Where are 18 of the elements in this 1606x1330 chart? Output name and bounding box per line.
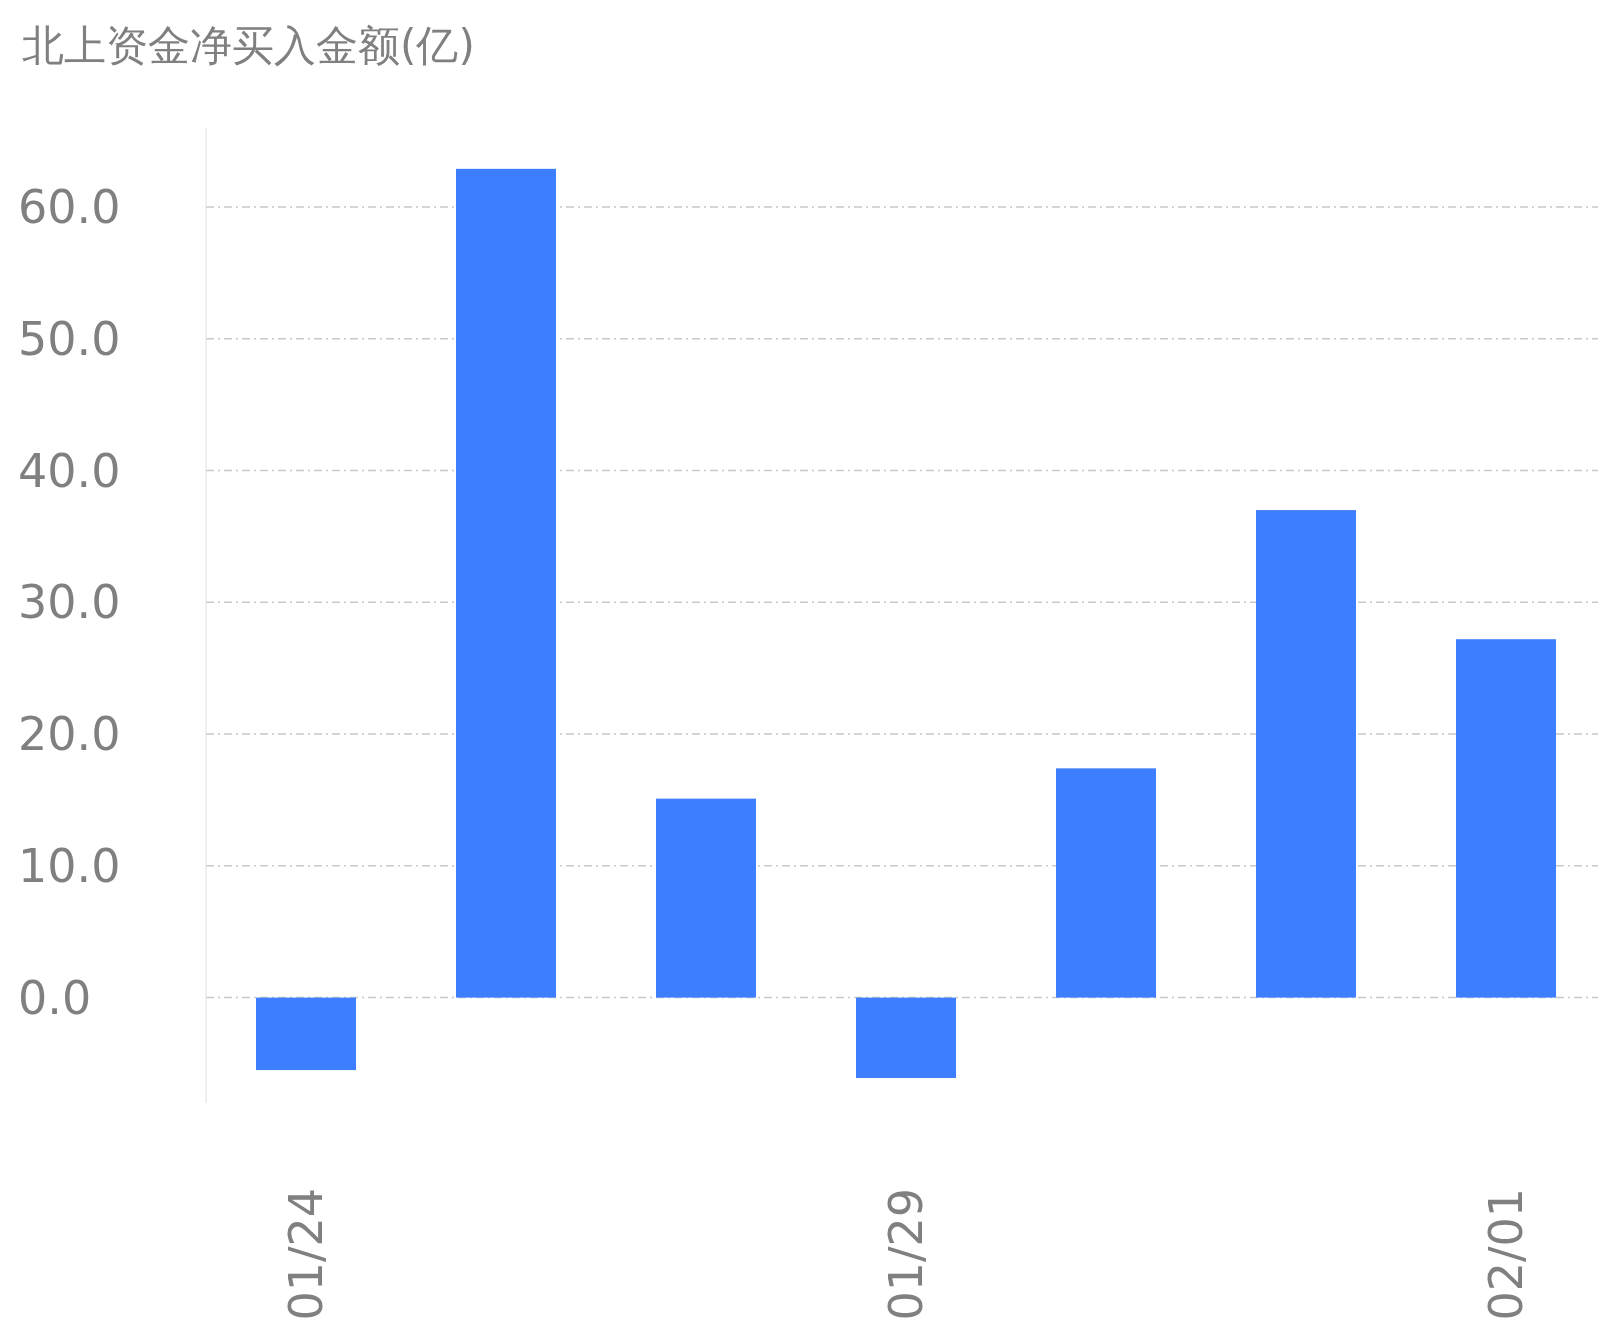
y-tick-label: 60.0	[18, 180, 121, 235]
bar	[1256, 510, 1356, 998]
chart-title: 北上资金净买入金额(亿)	[22, 21, 475, 70]
bar	[1456, 639, 1556, 998]
y-tick-label: 50.0	[18, 311, 121, 366]
y-tick-label: 30.0	[18, 575, 121, 630]
x-tick-label: 01/24	[279, 1188, 334, 1321]
bar	[856, 997, 956, 1078]
bar	[256, 997, 356, 1071]
y-tick-label: 10.0	[18, 838, 121, 893]
y-tick-label: 40.0	[18, 443, 121, 498]
x-tick-label: 01/29	[879, 1188, 934, 1321]
x-tick-label: 02/01	[1479, 1188, 1534, 1321]
bar	[1056, 768, 1156, 998]
bar	[456, 168, 556, 998]
y-tick-label: 0.0	[18, 970, 92, 1025]
bar	[656, 798, 756, 998]
y-tick-label: 20.0	[18, 707, 121, 762]
